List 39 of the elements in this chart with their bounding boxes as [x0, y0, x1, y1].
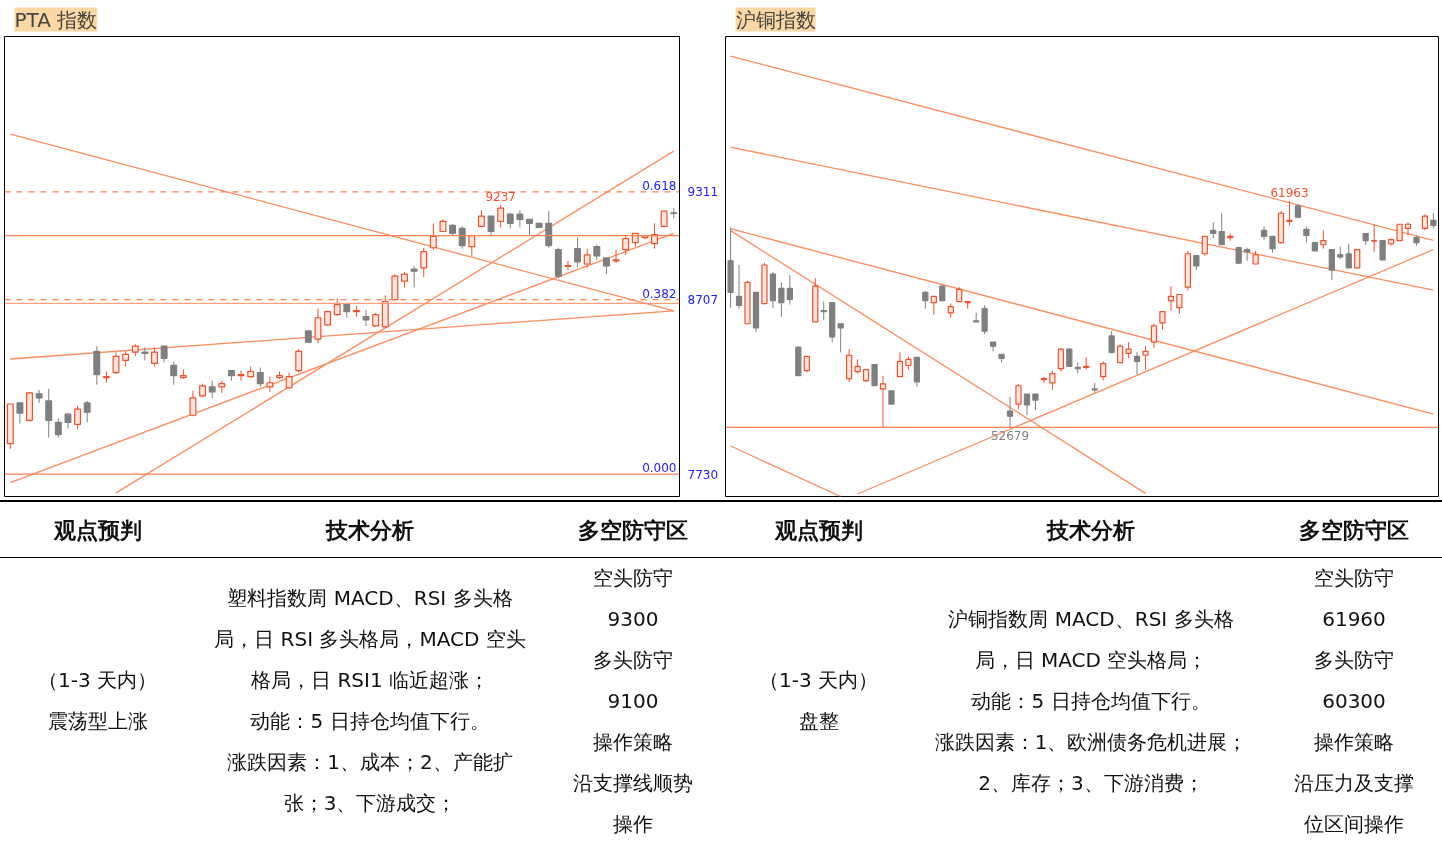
- text: 塑料指数周 MACD、RSI 多头格局，日 RSI 多头格局，MACD 空头格局，日 RSI1 临近超涨；: [213, 585, 527, 694]
- annotation: 61963: [1270, 186, 1309, 201]
- y-tick-label: 9311: [687, 185, 719, 200]
- text: 沿支撑线顺势操作: [572, 769, 694, 838]
- text: 操作策略: [1313, 728, 1395, 756]
- text: 9100: [606, 687, 660, 715]
- text: 涨跌因素：1、欧洲债务危机进展；2、库存；3、下游消费；: [933, 728, 1249, 797]
- text: （1-3 天内）: [758, 667, 879, 694]
- text: 60300: [1321, 687, 1387, 715]
- text: 空头防守: [1313, 564, 1395, 592]
- text: 61960: [1321, 605, 1387, 633]
- text: 观点预判: [0, 500, 195, 558]
- text: 观点预判: [721, 500, 916, 558]
- text: 多空防守区: [1266, 500, 1442, 558]
- annotation: 9237: [485, 190, 516, 205]
- annotation: 0.618: [642, 178, 677, 193]
- text: 9300: [606, 605, 660, 633]
- text: 沿压力及支撑位区间操作: [1293, 769, 1415, 838]
- annotation: 0.000: [642, 461, 677, 476]
- text: 多头防守: [592, 646, 674, 674]
- chart-title: PTA 指数: [14, 7, 98, 32]
- annotation: 52679: [990, 429, 1030, 444]
- y-tick-label: 8707: [687, 293, 719, 308]
- text: 技术分析: [916, 500, 1266, 558]
- text: 动能：5 日持仓均值下行。: [249, 708, 491, 735]
- text: （1-3 天内）: [37, 667, 158, 694]
- text: 空头防守: [592, 564, 674, 592]
- text: 盘整: [797, 708, 840, 735]
- text: 多头防守: [1313, 646, 1395, 674]
- annotation: 0.382: [642, 286, 677, 301]
- text: 技术分析: [195, 500, 545, 558]
- text: 涨跌因素：1、成本；2、产能扩张；3、下游成交；: [226, 749, 514, 817]
- text: 震荡型上涨: [46, 708, 149, 735]
- text: 动能：5 日持仓均值下行。: [970, 687, 1212, 715]
- text: 沪铜指数周 MACD、RSI 多头格局，日 MACD 空头格局；: [947, 605, 1235, 674]
- y-tick-label: 7730: [687, 467, 719, 482]
- text: 操作策略: [592, 728, 674, 756]
- chart-title: 沪铜指数: [735, 7, 816, 32]
- text: 多空防守区: [545, 500, 721, 558]
